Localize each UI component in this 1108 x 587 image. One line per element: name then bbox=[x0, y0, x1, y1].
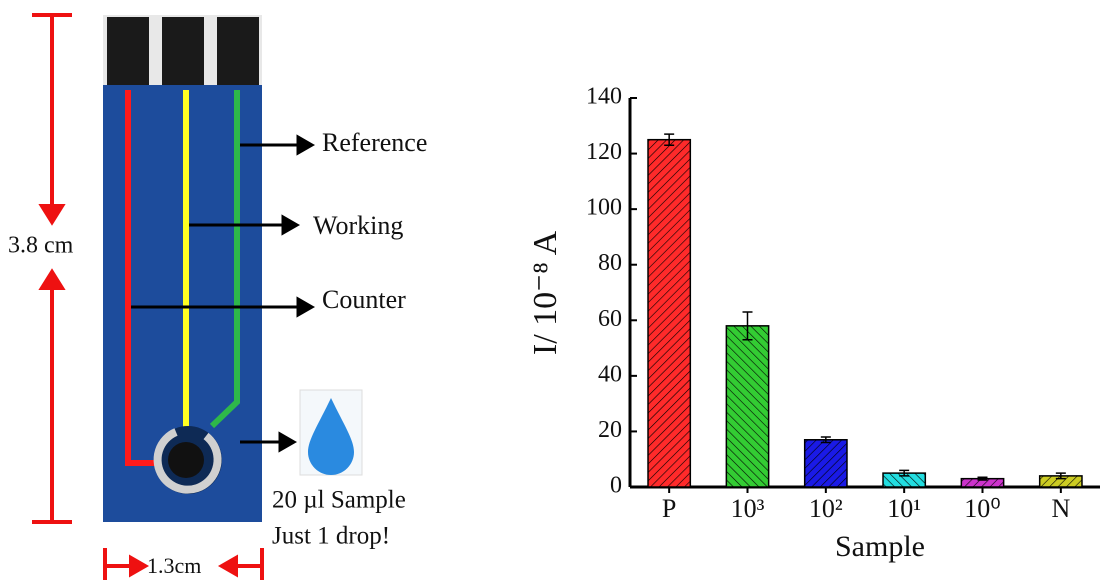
y-tick-label: 120 bbox=[586, 139, 622, 165]
bar bbox=[648, 140, 690, 487]
label-drop: Just 1 drop! bbox=[272, 523, 390, 550]
bar bbox=[726, 326, 768, 487]
y-tick-label: 40 bbox=[598, 361, 622, 387]
x-tick-label: P bbox=[662, 494, 676, 523]
x-tick-label: 10⁰ bbox=[964, 494, 1000, 523]
x-tick-label: 10² bbox=[809, 494, 843, 523]
pad bbox=[217, 17, 259, 87]
x-tick-label: N bbox=[1051, 494, 1070, 523]
label-width: 1.3cm bbox=[147, 553, 201, 578]
pad bbox=[107, 17, 149, 87]
pad bbox=[162, 17, 204, 87]
y-tick-label: 0 bbox=[610, 473, 622, 499]
y-tick-label: 20 bbox=[598, 417, 622, 443]
label-length: 3.8 cm bbox=[8, 233, 74, 259]
figure: Reference Working Counter 3.8 cm 1.3cm 2… bbox=[0, 0, 1108, 582]
bar bbox=[805, 440, 847, 487]
y-tick-label: 140 bbox=[586, 84, 622, 110]
x-tick-label: 10¹ bbox=[887, 494, 921, 523]
y-tick-label: 80 bbox=[598, 250, 622, 276]
y-tick-label: 100 bbox=[586, 195, 622, 221]
y-tick-label: 60 bbox=[598, 306, 622, 332]
strip-diagram: Reference Working Counter 3.8 cm 1.3cm 2… bbox=[8, 15, 427, 580]
label-sample: 20 µl Sample bbox=[272, 487, 406, 514]
x-tick-label: 10³ bbox=[731, 494, 765, 523]
label-working: Working bbox=[313, 211, 403, 240]
working-electrode bbox=[168, 442, 204, 478]
x-axis-label: Sample bbox=[835, 530, 925, 563]
y-axis-label: I/ 10⁻⁸ A bbox=[527, 230, 564, 355]
label-counter: Counter bbox=[322, 285, 406, 314]
label-reference: Reference bbox=[322, 128, 427, 157]
